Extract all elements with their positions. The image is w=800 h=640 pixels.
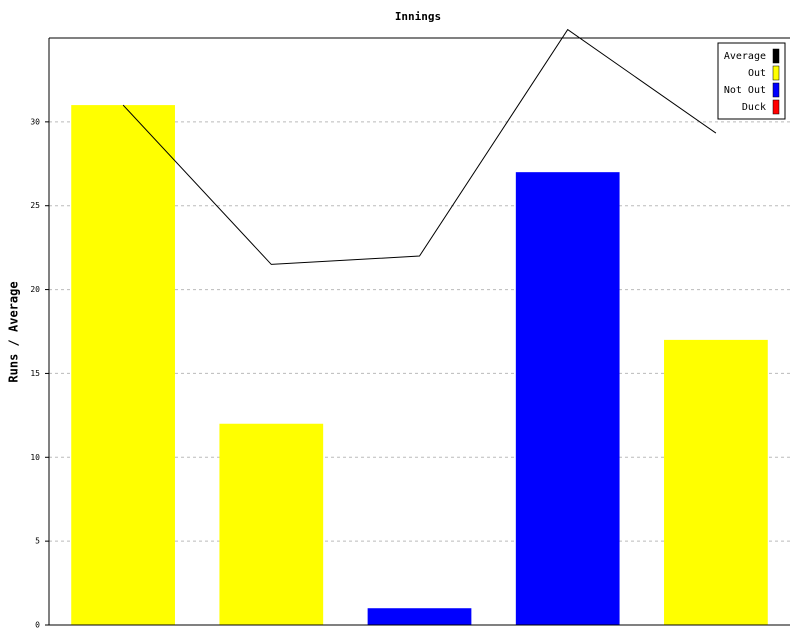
bar xyxy=(664,339,768,625)
y-tick-label: 0 xyxy=(35,621,40,630)
legend: Average Out Not Out Duck xyxy=(717,42,786,120)
chart-title: Innings xyxy=(395,10,441,23)
legend-label: Not Out xyxy=(724,85,766,96)
bar xyxy=(515,172,620,625)
legend-swatch xyxy=(772,99,780,115)
y-tick-label: 20 xyxy=(30,285,40,294)
y-tick-label: 5 xyxy=(35,537,40,546)
legend-label: Out xyxy=(748,68,766,79)
legend-label: Duck xyxy=(742,102,766,113)
bar xyxy=(71,105,175,626)
bar xyxy=(219,423,324,625)
y-tick-label: 25 xyxy=(30,201,40,210)
legend-swatch xyxy=(772,82,780,98)
y-tick-label: 30 xyxy=(30,117,40,126)
bar xyxy=(367,608,472,625)
legend-label: Average xyxy=(724,51,766,62)
y-axis-label: Runs / Average xyxy=(7,281,21,382)
average-line xyxy=(122,28,717,265)
y-tick-label: 15 xyxy=(30,369,40,378)
y-tick-label: 10 xyxy=(30,453,40,462)
legend-swatch xyxy=(772,65,780,81)
legend-swatch xyxy=(772,48,780,64)
